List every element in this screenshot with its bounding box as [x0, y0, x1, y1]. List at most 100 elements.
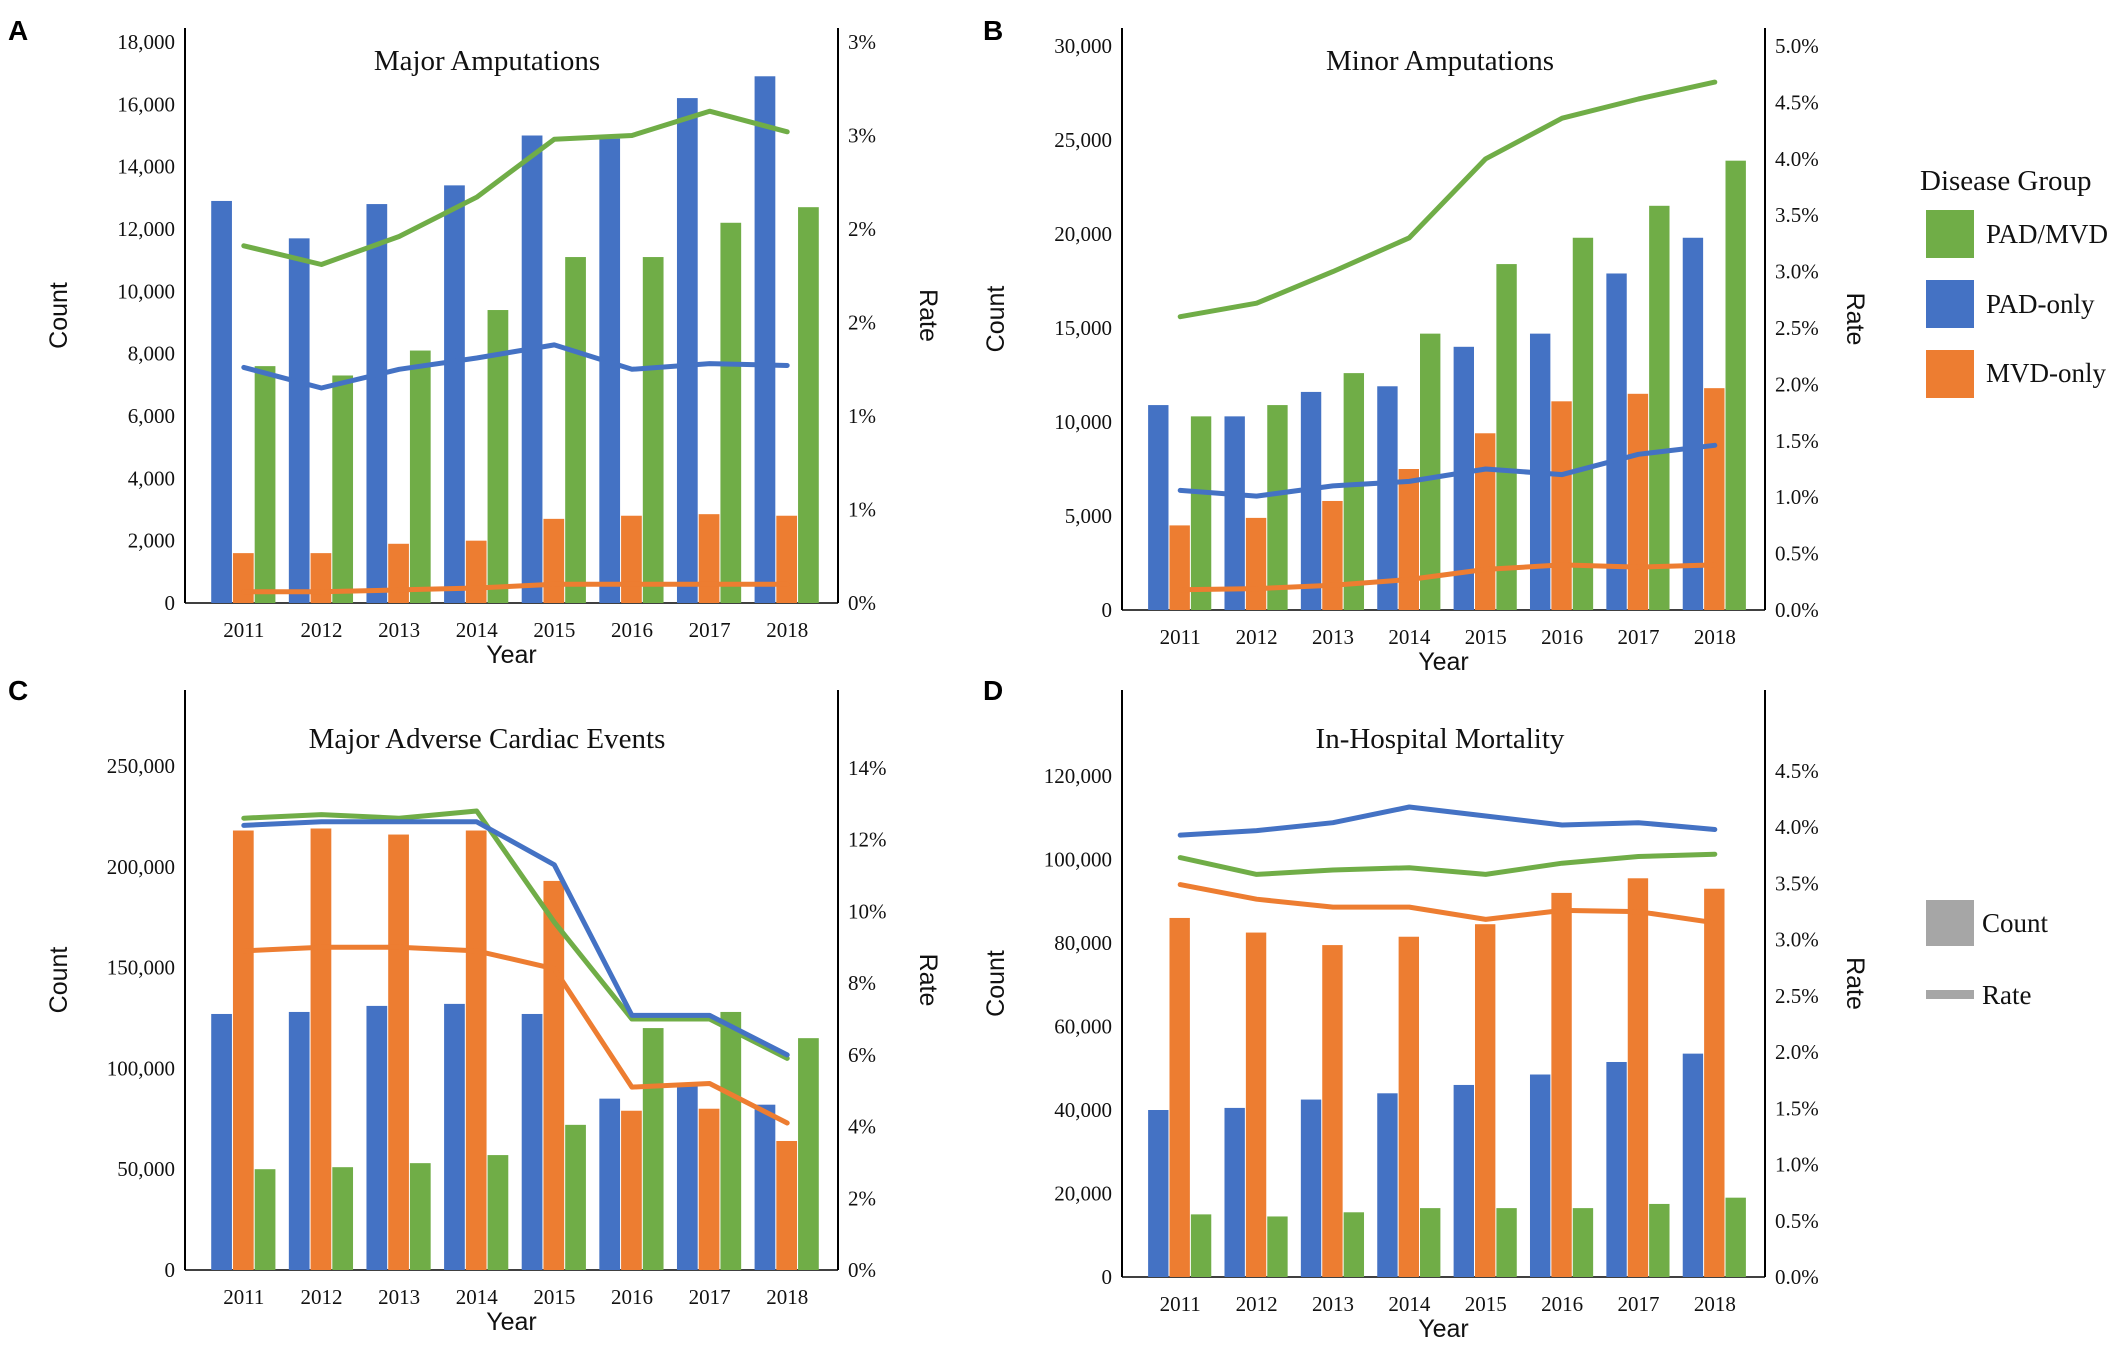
- y-tick-label: 60,000: [1054, 1015, 1112, 1039]
- bar-mvd-only-2015: [543, 518, 565, 603]
- y-tick-label: 150,000: [107, 956, 175, 980]
- bar-mvd-only-2017: [1627, 878, 1649, 1277]
- x-tick-label: 2016: [611, 618, 653, 642]
- bar-mvd-only-2016: [1551, 401, 1572, 610]
- y2-tick-label: 3.0%: [1775, 928, 1819, 952]
- y2-axis-title: Rate: [914, 954, 942, 1007]
- bar-pad-only-2012: [288, 238, 310, 603]
- bar-mvd-only-2014: [465, 540, 487, 603]
- rate-line-pad-only: [241, 342, 790, 391]
- y-tick-label: 18,000: [117, 30, 175, 54]
- bar-pad-mvd-2012: [332, 375, 354, 603]
- bar-mvd-only-2015: [543, 880, 565, 1270]
- bar-pad-only-2013: [366, 204, 388, 604]
- y-tick-label: 10,000: [117, 279, 175, 303]
- bar-pad-mvd-2018: [1725, 1197, 1746, 1277]
- rate-line-pad-mvd: [241, 808, 790, 1061]
- legend-swatch-count: [1926, 900, 1974, 946]
- bar-mvd-only-2012: [310, 553, 332, 603]
- y2-tick-label: 1.5%: [1775, 429, 1819, 453]
- y-tick-label: 20,000: [1054, 1182, 1112, 1206]
- y2-tick-label: 2%: [848, 1186, 876, 1210]
- bar-mvd-only-2011: [1169, 917, 1190, 1277]
- bar-pad-only-2016: [1529, 1074, 1551, 1277]
- rate-lines: [241, 808, 790, 1126]
- y-tick-label: 6,000: [128, 404, 175, 428]
- bar-mvd-only-2013: [388, 543, 409, 603]
- y2-tick-label: 1.0%: [1775, 485, 1819, 509]
- bar-pad-mvd-2012: [332, 1167, 354, 1270]
- y2-tick-label: 1.0%: [1775, 1153, 1819, 1177]
- x-tick-label: 2017: [1617, 1292, 1659, 1316]
- rate-line-pad-mvd: [1177, 79, 1718, 320]
- y-tick-label: 250,000: [107, 754, 175, 778]
- bar-mvd-only-2012: [310, 828, 332, 1270]
- bar-pad-mvd-2017: [1649, 205, 1670, 611]
- bar-mvd-only-2016: [621, 1110, 642, 1270]
- y2-tick-label: 5.0%: [1775, 34, 1819, 58]
- y2-tick-label: 2%: [848, 217, 876, 241]
- bar-mvd-only-2017: [1627, 393, 1649, 610]
- x-axis-title: Year: [1418, 1315, 1469, 1343]
- bar-mvd-only-2015: [1474, 924, 1496, 1277]
- bar-pad-only-2016: [599, 1098, 621, 1270]
- x-tick-label: 2012: [300, 618, 342, 642]
- rate-line-mvd-only: [1177, 562, 1718, 593]
- bar-pad-mvd-2016: [1572, 237, 1594, 610]
- bar-pad-only-2014: [444, 1003, 465, 1270]
- x-tick-label: 2016: [611, 1285, 653, 1309]
- x-tick-label: 2014: [1388, 625, 1431, 649]
- x-tick-label: 2011: [1160, 625, 1201, 649]
- rate-line-pad-only: [1177, 804, 1718, 838]
- bar-pad-mvd-2015: [565, 257, 586, 603]
- x-axis-title: Year: [1418, 648, 1469, 676]
- bar-mvd-only-2012: [1245, 517, 1267, 610]
- y2-axis-title: Rate: [1841, 293, 1869, 346]
- bar-pad-mvd-2014: [1420, 1208, 1441, 1277]
- bar-pad-only-2012: [1224, 416, 1245, 610]
- legend-label-pad-only: PAD-only: [1986, 289, 2095, 319]
- rate-line-mvd-only: [241, 944, 790, 1126]
- rate-line-pad-only: [241, 819, 790, 1058]
- bar-pad-mvd-2015: [565, 1124, 586, 1270]
- y-tick-label: 0: [165, 1258, 176, 1282]
- y-tick-label: 12,000: [117, 217, 175, 241]
- bar-pad-mvd-2015: [1496, 264, 1517, 610]
- rate-line-pad-mvd: [241, 108, 790, 267]
- bar-pad-mvd-2014: [487, 1155, 509, 1270]
- y-tick-label: 100,000: [1044, 848, 1112, 872]
- y-tick-label: 0: [165, 591, 176, 615]
- y-tick-label: 20,000: [1054, 222, 1112, 246]
- bar-pad-only-2017: [676, 1082, 698, 1270]
- bar-mvd-only-2018: [776, 515, 798, 603]
- y2-tick-label: 10%: [848, 899, 887, 923]
- bar-pad-only-2015: [1453, 1084, 1474, 1277]
- panel-a: A Major Amputations 0 2,000 4,000 6,000 8,000 1…: [8, 15, 942, 669]
- rate-line-mvd-only: [1177, 882, 1718, 926]
- x-tick-label: 2018: [766, 1285, 808, 1309]
- bar-pad-only-2011: [211, 200, 232, 603]
- bar-pad-only-2013: [1300, 1099, 1322, 1277]
- x-tick-label: 2011: [1160, 1292, 1201, 1316]
- y2-tick-label: 4%: [848, 1115, 876, 1139]
- bar-pad-mvd-2017: [720, 222, 742, 603]
- y2-tick-label: 8%: [848, 971, 876, 995]
- bar-pad-mvd-2018: [798, 1038, 819, 1270]
- bar-pad-only-2011: [211, 1013, 232, 1270]
- bar-mvd-only-2011: [1169, 525, 1190, 610]
- x-tick-label: 2016: [1541, 1292, 1583, 1316]
- bar-pad-mvd-2016: [1572, 1208, 1594, 1277]
- bar-pad-only-2017: [1606, 1061, 1627, 1277]
- y-axis-title: Count: [982, 286, 1010, 353]
- bar-pad-mvd-2011: [1190, 1214, 1212, 1277]
- rate-lines: [1177, 804, 1718, 926]
- bar-pad-only-2015: [521, 1013, 543, 1270]
- legend-title: Disease Group: [1920, 165, 2092, 197]
- bar-mvd-only-2017: [698, 1108, 720, 1270]
- bar-pad-only-2017: [1606, 273, 1627, 610]
- x-tick-label: 2012: [1236, 1292, 1278, 1316]
- bars: [211, 828, 819, 1270]
- legend-swatch-pad-only: [1926, 280, 1974, 328]
- bar-pad-mvd-2013: [409, 350, 431, 603]
- y-tick-label: 15,000: [1054, 316, 1112, 340]
